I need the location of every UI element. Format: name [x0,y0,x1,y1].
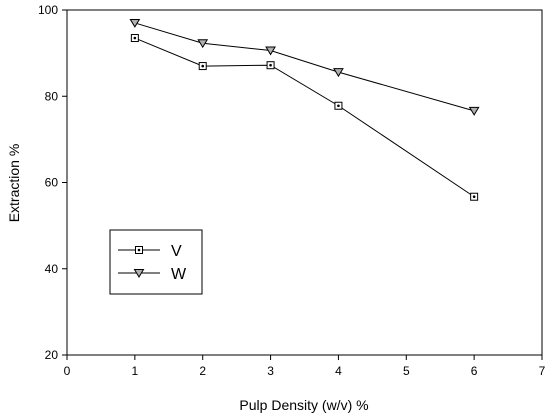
legend-box [109,229,203,295]
legend-marker-w [133,269,145,278]
legend-marker-v [135,246,143,254]
point-v-4 [470,192,479,201]
x-tick-label-7: 7 [539,364,546,378]
point-v-3 [334,101,343,110]
point-w-4 [468,106,480,116]
legend-symbol-v [135,246,143,254]
y-tick-label-1: 40 [45,262,59,276]
x-tick-label-1: 1 [132,364,139,378]
point-w-2 [265,46,276,56]
series-layer [129,18,480,201]
legend: V W [109,229,203,295]
y-tick-label-0: 20 [45,348,59,362]
point-v-1 [198,62,207,71]
y-tick-label-3: 80 [45,89,59,103]
series-line-w [134,22,475,112]
x-axis-title: Pulp Density (w/v) % [239,397,368,413]
y-tick-label-4: 100 [38,3,58,17]
point-w-3 [333,68,344,78]
legend-symbol-w [133,269,145,278]
point-w-1 [197,39,209,49]
point-v-0 [130,34,139,43]
axis-ticks: 0 1 2 3 4 5 6 7 20 40 60 80 100 [38,3,546,378]
point-v-2 [266,61,275,70]
x-tick-label-4: 4 [335,364,342,378]
x-tick-label-2: 2 [199,364,206,378]
x-tick-label-0: 0 [64,364,71,378]
point-w-0 [129,18,141,28]
y-axis-title: Extraction % [6,144,22,223]
x-tick-label-6: 6 [471,364,478,378]
legend-label-w: W [171,266,187,283]
legend-label-v: V [171,243,182,260]
x-tick-label-5: 5 [403,364,410,378]
x-tick-label-3: 3 [267,364,274,378]
y-tick-label-2: 60 [45,176,59,190]
